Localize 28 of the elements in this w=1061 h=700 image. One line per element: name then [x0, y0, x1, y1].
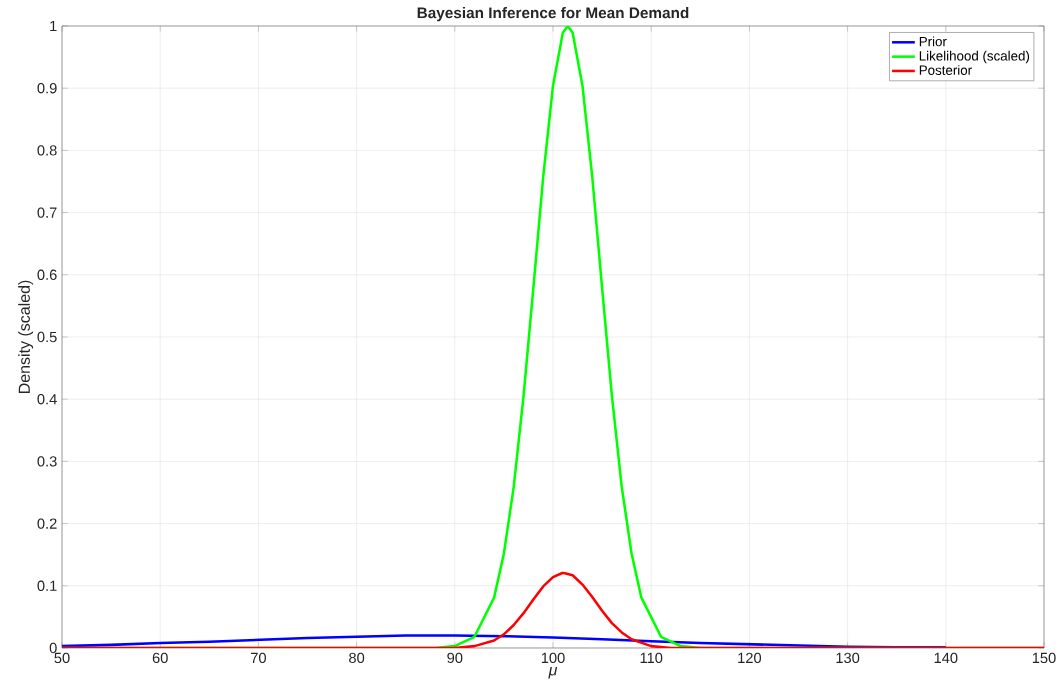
legend-label: Posterior	[919, 65, 972, 75]
chart-title: Bayesian Inference for Mean Demand	[417, 7, 689, 22]
y-tick-label: 1	[50, 20, 57, 32]
y-axis-title: Density (scaled)	[18, 280, 34, 394]
y-tick-label: 0.9	[37, 83, 57, 94]
y-tick-label: 0.5	[37, 331, 57, 343]
x-tick-label: 100	[541, 652, 565, 664]
x-tick-label: 140	[934, 652, 958, 664]
y-tick-label: 0.8	[37, 145, 57, 156]
y-tick-label: 0.2	[37, 518, 57, 529]
x-tick-label: 60	[152, 652, 168, 664]
x-tick-label: 80	[349, 652, 365, 664]
y-tick-label: 0.6	[37, 269, 57, 280]
y-tick-label: 0.3	[37, 456, 57, 467]
legend-label: Prior	[919, 36, 947, 47]
x-tick-label: 70	[251, 652, 266, 664]
y-tick-label: 0.7	[37, 207, 57, 218]
x-tick-label: 50	[54, 652, 70, 664]
x-tick-label: 90	[447, 652, 463, 664]
x-tick-label: 120	[738, 652, 762, 664]
x-axis-title: μ	[548, 666, 558, 679]
x-tick-label: 150	[1032, 652, 1056, 664]
x-tick-label: 110	[640, 652, 663, 664]
y-tick-label: 0.4	[37, 394, 57, 405]
y-tick-label: 0	[49, 642, 57, 654]
x-tick-label: 130	[836, 652, 860, 664]
y-tick-label: 0.1	[37, 580, 57, 591]
legend-label: Likelihood (scaled)	[919, 50, 1030, 64]
